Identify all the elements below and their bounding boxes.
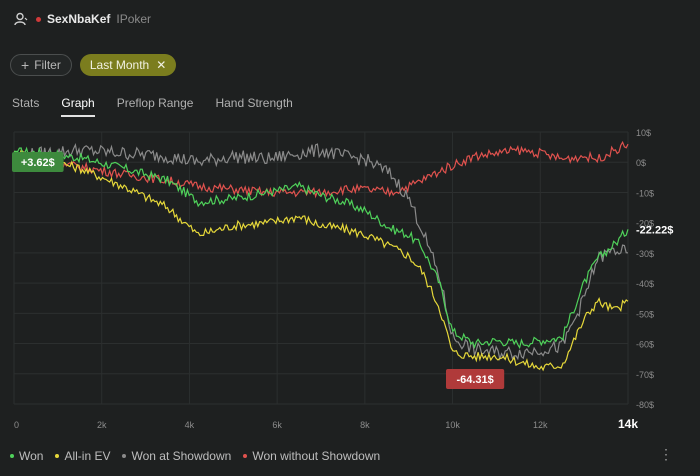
filter-button[interactable]: + Filter [10, 54, 72, 76]
x-tick-label: 4k [185, 420, 195, 430]
series-line [13, 143, 629, 361]
legend-item-non-showdown[interactable]: Won without Showdown [243, 449, 380, 463]
legend-dot-icon [55, 454, 60, 458]
series-line [13, 149, 629, 372]
legend-dot-icon [243, 454, 248, 458]
player-header: SexNbaKef IPoker [14, 10, 151, 28]
legend-dot-icon [122, 454, 127, 458]
start-value-badge: +3.62$ [21, 157, 55, 169]
active-filter-label: Last Month [89, 58, 150, 72]
plus-icon: + [21, 57, 30, 73]
tab-graph[interactable]: Graph [61, 96, 95, 117]
filter-label: Filter [34, 58, 61, 72]
player-name: SexNbaKef [47, 12, 111, 26]
x-tick-label: 6k [272, 420, 282, 430]
active-filter-chip[interactable]: Last Month ✕ [79, 54, 177, 76]
poker-room: IPoker [116, 12, 152, 26]
tab-hand-strength[interactable]: Hand Strength [215, 96, 293, 110]
legend-label: Won at Showdown [131, 449, 232, 463]
y-tick-label: -10$ [636, 188, 654, 198]
legend-item-won[interactable]: Won [10, 449, 43, 463]
x-tick-label: 12k [533, 420, 548, 430]
legend-label: Won without Showdown [252, 449, 381, 463]
legend-label: Won [19, 449, 44, 463]
results-graph: 10$ 0$ -10$ -20$ -30$ -40$ -50$ -60$ -70$ -80$ 0 2k… [12, 128, 673, 431]
legend-item-all-in-ev[interactable]: All-in EV [55, 449, 110, 463]
tab-preflop-range[interactable]: Preflop Range [116, 96, 194, 110]
legend-dot-icon [10, 454, 14, 458]
x-tick-label: 14k [618, 417, 638, 431]
y-tick-label: -70$ [636, 370, 654, 380]
min-value-badge-bg [446, 369, 505, 389]
x-tick-label: 10k [445, 420, 460, 430]
start-value-badge-bg [12, 152, 64, 172]
y-tick-label: 10$ [636, 128, 651, 138]
y-tick-label: -40$ [636, 279, 654, 289]
end-value-label: -22.22$ [636, 224, 673, 236]
filter-bar: + Filter Last Month ✕ [10, 54, 177, 76]
y-tick-label: -60$ [636, 340, 654, 350]
series-line [13, 140, 629, 199]
close-icon[interactable]: ✕ [156, 58, 167, 72]
series-line [13, 146, 629, 350]
y-tick-label: -20$ [636, 219, 654, 229]
legend-item-showdown[interactable]: Won at Showdown [122, 449, 231, 463]
y-tick-label: -50$ [636, 309, 654, 319]
tab-bar: Stats Graph Preflop Range Hand Strength [12, 96, 293, 117]
x-tick-label: 0 [14, 420, 19, 430]
x-tick-label: 8k [360, 420, 370, 430]
x-tick-label: 2k [97, 420, 107, 430]
chart-legend: Won All-in EV Won at Showdown Won withou… [10, 449, 380, 463]
more-options-icon[interactable]: ⋮ [659, 446, 673, 462]
status-dot-icon [36, 16, 41, 22]
y-tick-label: -80$ [636, 400, 654, 410]
y-tick-label: -30$ [636, 249, 654, 259]
legend-label: All-in EV [64, 449, 111, 463]
min-value-badge: -64.31$ [456, 374, 493, 386]
y-tick-label: 0$ [636, 158, 646, 168]
user-icon[interactable] [14, 12, 28, 26]
tab-stats[interactable]: Stats [12, 96, 40, 110]
